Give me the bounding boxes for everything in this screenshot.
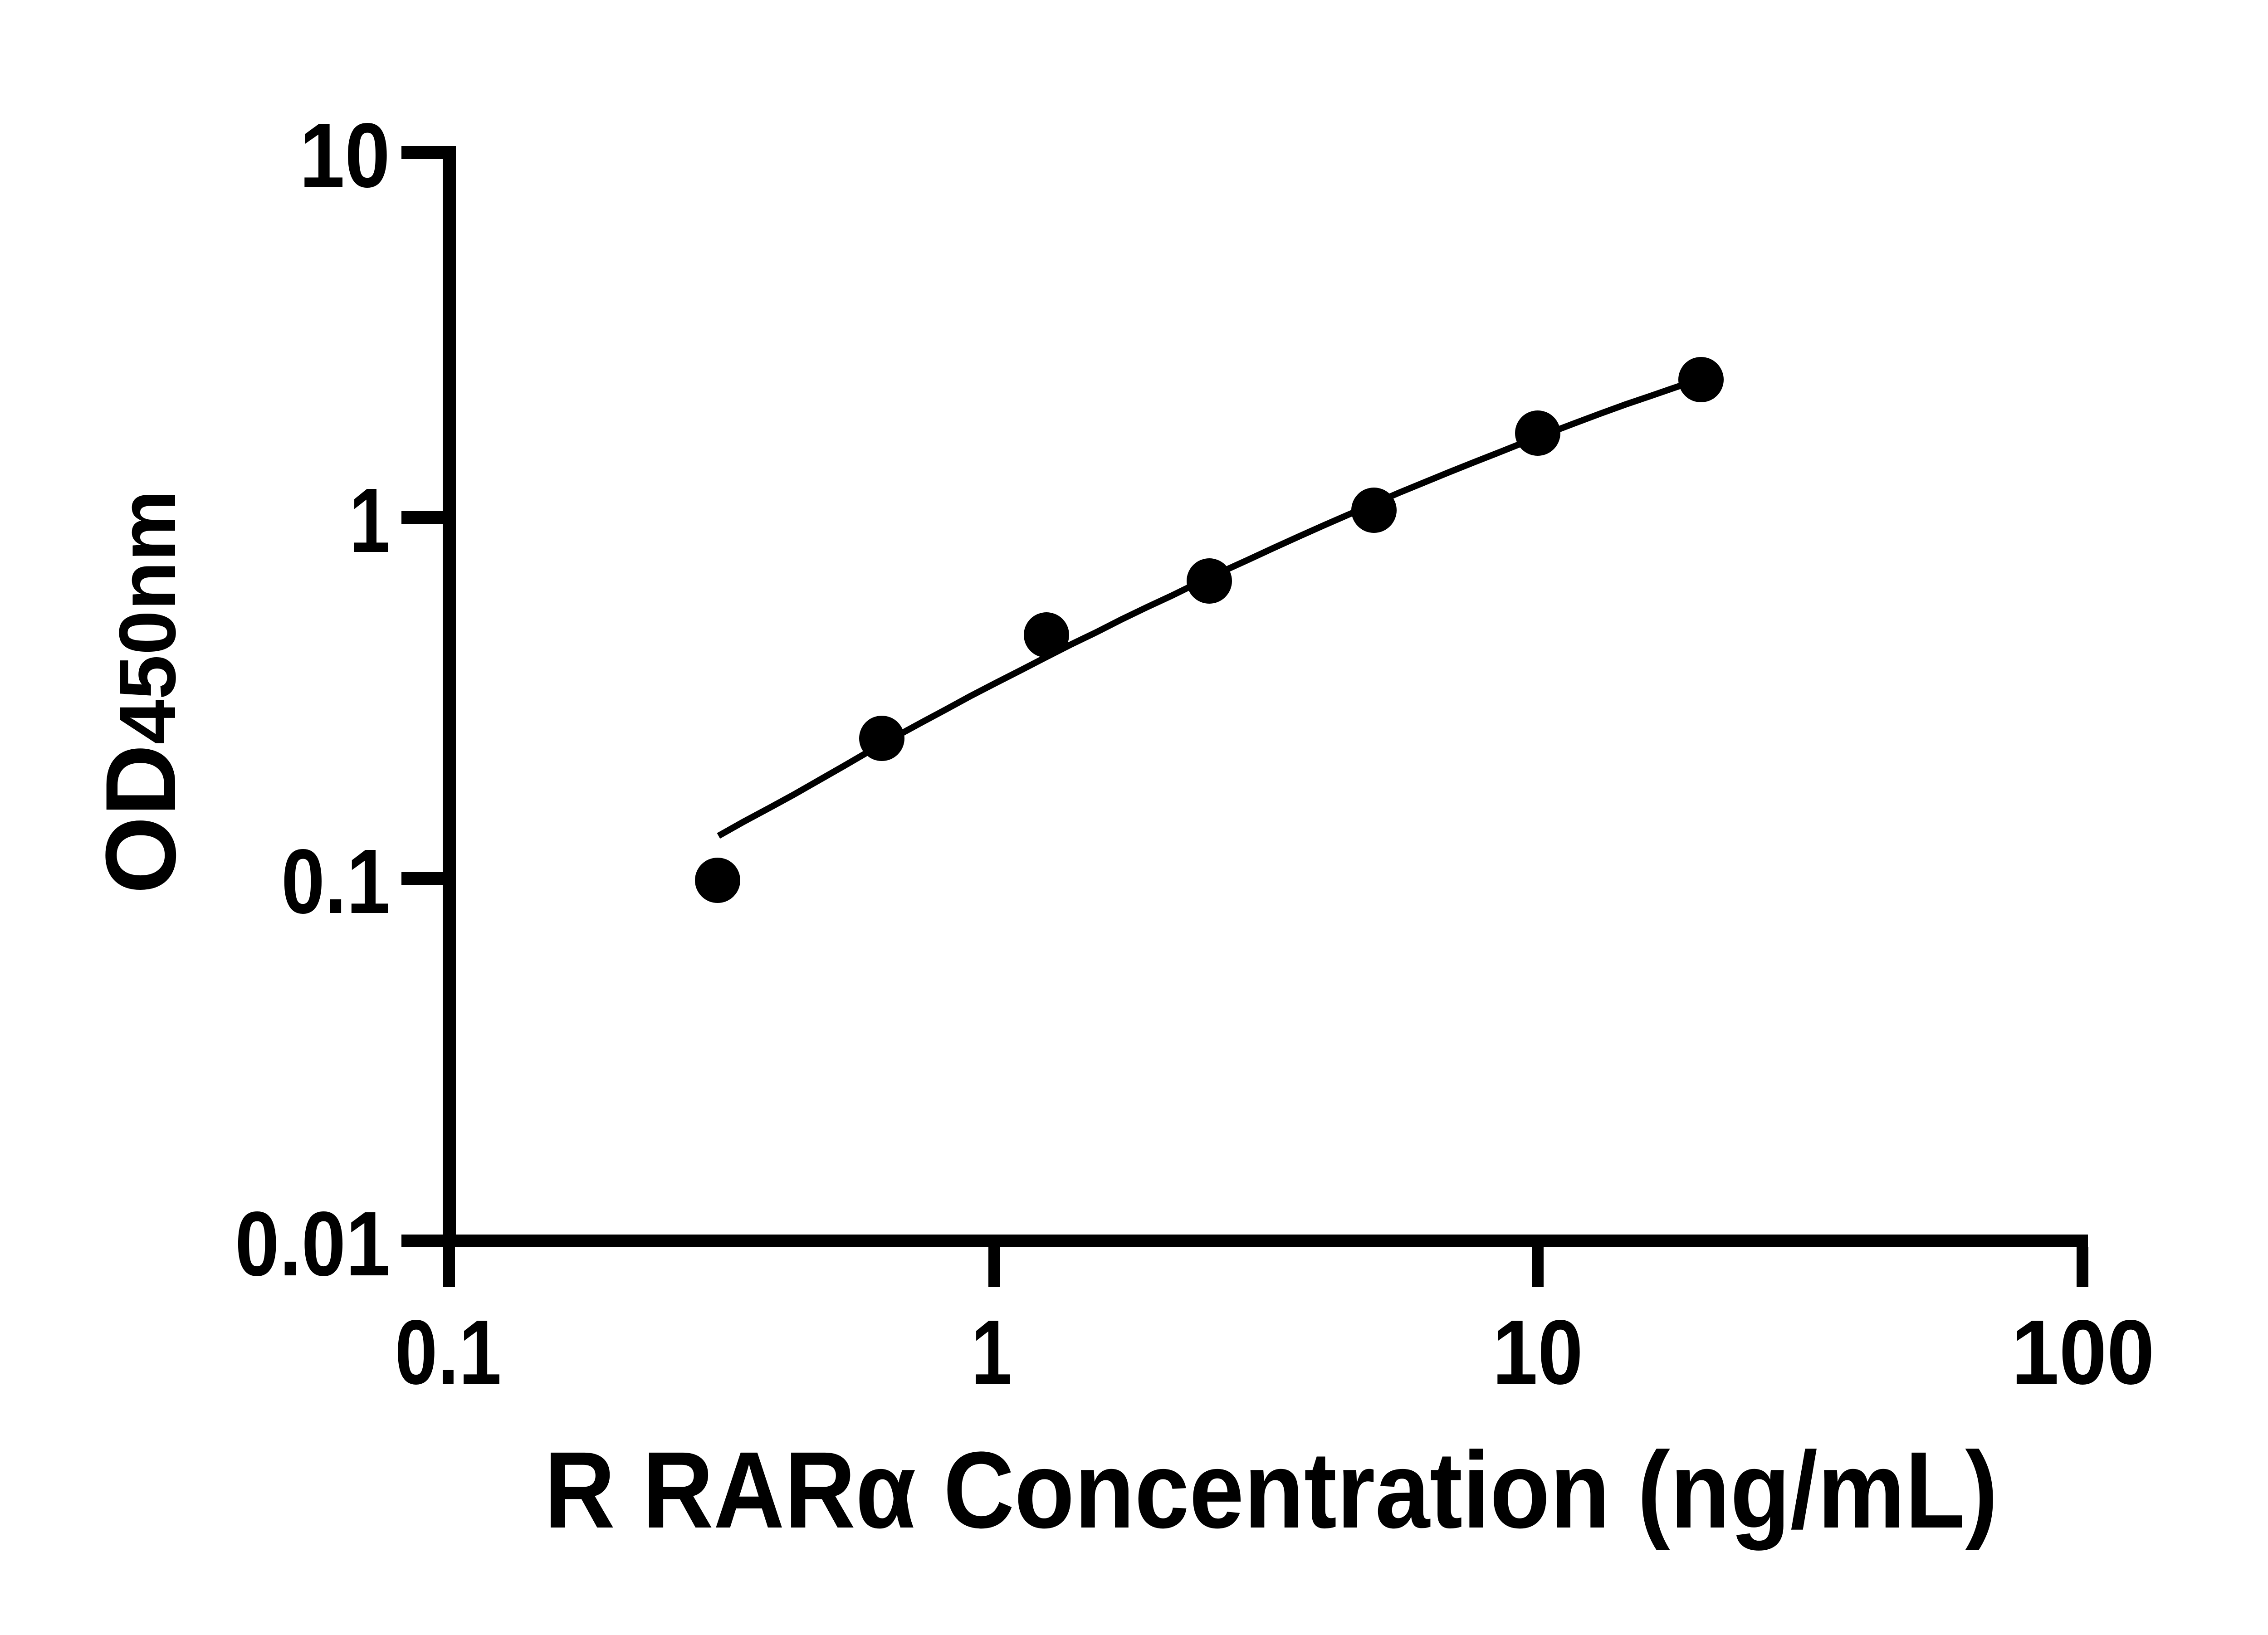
svg-text:R RARα Concentration (ng/mL): R RARα Concentration (ng/mL) (544, 1429, 1998, 1551)
svg-text:10: 10 (299, 104, 390, 206)
svg-text:1: 1 (971, 1301, 1012, 1403)
svg-text:10: 10 (1492, 1301, 1583, 1403)
svg-text:1: 1 (349, 469, 390, 571)
svg-text:100: 100 (2011, 1301, 2155, 1403)
svg-text:0.1: 0.1 (395, 1301, 502, 1403)
svg-text:0.1: 0.1 (281, 830, 390, 932)
svg-text:OD450nm: OD450nm (85, 490, 196, 894)
svg-text:0.01: 0.01 (235, 1192, 390, 1295)
